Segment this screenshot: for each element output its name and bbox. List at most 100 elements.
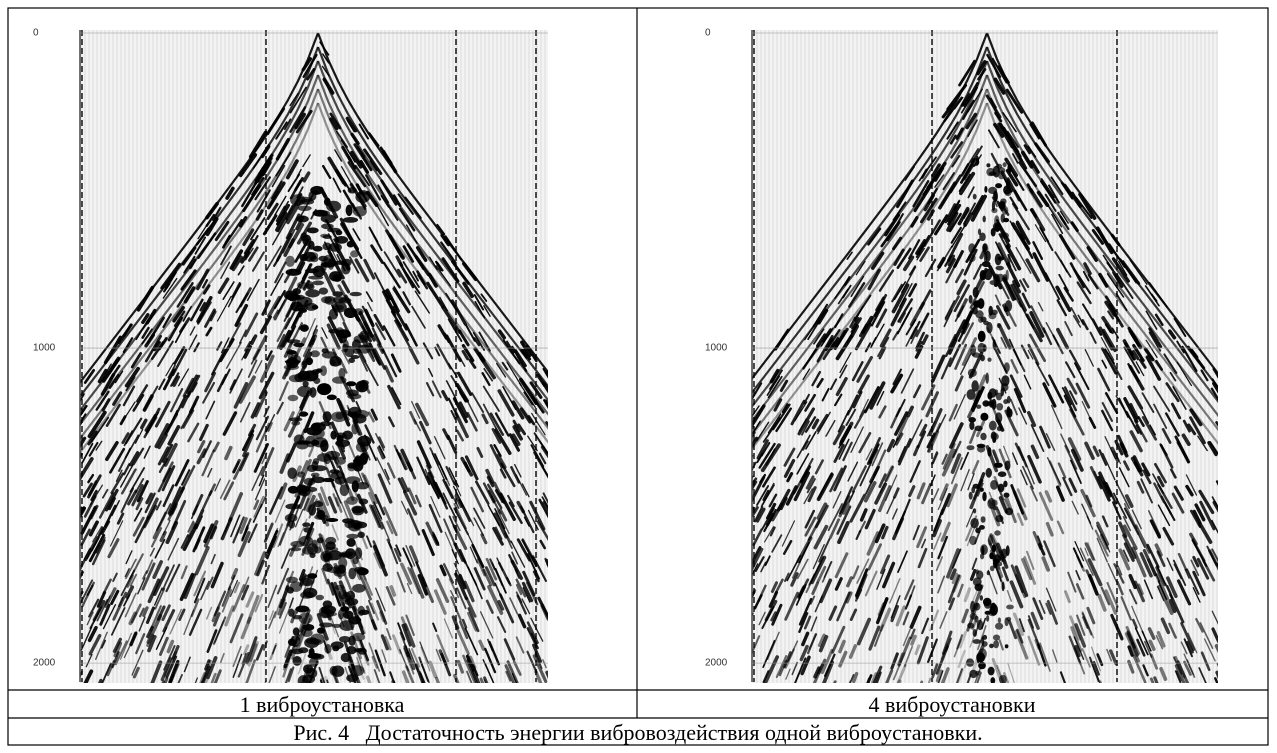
noise-blob (1004, 362, 1010, 372)
noise-blob (330, 666, 338, 676)
noise-blob (311, 473, 320, 477)
noise-blob (310, 186, 324, 195)
noise-blob (286, 357, 299, 368)
noise-blob (1003, 162, 1007, 167)
noise-blob (297, 282, 307, 289)
noise-blob (288, 639, 296, 646)
noise-blob (329, 271, 342, 281)
noise-blob (332, 291, 343, 297)
noise-blob (303, 527, 311, 533)
noise-blob (311, 423, 321, 431)
noise-blob (298, 206, 312, 211)
noise-blob (339, 620, 354, 631)
noise-blob (346, 381, 356, 386)
y-tick-label: 2000 (33, 658, 56, 669)
noise-blob (284, 290, 299, 299)
noise-blob (288, 609, 294, 617)
noise-blob (288, 486, 299, 494)
noise-blob (1002, 582, 1005, 592)
noise-blob (967, 445, 975, 450)
noise-blob (987, 571, 990, 576)
noise-blob (293, 656, 302, 666)
noise-blob (1006, 545, 1010, 556)
noise-blob (1006, 406, 1010, 417)
noise-blob (298, 197, 313, 203)
noise-blob (335, 236, 348, 244)
noise-blob (980, 413, 988, 421)
noise-blob (358, 532, 365, 538)
noise-blob (980, 595, 983, 601)
noise-blob (975, 584, 983, 592)
noise-blob (346, 476, 361, 484)
noise-blob (287, 468, 297, 479)
noise-blob (981, 516, 986, 523)
noise-blob (1003, 218, 1009, 222)
noise-blob (976, 569, 979, 574)
noise-blob (348, 187, 357, 193)
noise-blob (997, 426, 1002, 431)
noise-blob (319, 288, 328, 295)
noise-blob (348, 636, 355, 646)
noise-blob (980, 317, 986, 323)
noise-blob (1007, 164, 1011, 174)
noise-blob (346, 534, 358, 539)
noise-blob (1000, 198, 1006, 204)
noise-blob (321, 296, 332, 303)
noise-blob (976, 405, 981, 409)
noise-blob (968, 243, 975, 253)
noise-blob (359, 499, 369, 505)
noise-blob (285, 504, 300, 510)
noise-blob (360, 454, 369, 458)
noise-blob (973, 629, 977, 637)
noise-blob (979, 233, 986, 242)
noise-blob (979, 525, 985, 530)
noise-blob (299, 411, 308, 416)
noise-blob (347, 538, 356, 547)
noise-blob (988, 187, 997, 194)
noise-blob (995, 623, 1003, 630)
noise-blob (323, 255, 332, 267)
noise-blob (988, 667, 995, 676)
noise-blob (986, 615, 989, 622)
noise-blob (1001, 375, 1009, 386)
noise-blob (312, 305, 319, 310)
noise-blob (325, 537, 336, 545)
noise-blob (357, 436, 371, 447)
noise-blob (352, 557, 358, 564)
noise-blob (354, 335, 370, 343)
noise-blob (303, 588, 317, 598)
noise-blob (304, 637, 319, 648)
noise-blob (988, 535, 993, 546)
noise-blob (340, 484, 349, 496)
panel-caption: 4 виброустановки (868, 692, 1035, 717)
noise-blob (986, 322, 992, 333)
noise-blob (980, 488, 984, 492)
noise-blob (986, 163, 990, 167)
noise-blob (288, 395, 299, 401)
noise-blob (301, 629, 312, 637)
noise-blob (990, 480, 998, 490)
noise-blob (986, 168, 994, 176)
noise-blob (346, 674, 358, 682)
noise-blob (990, 566, 995, 572)
noise-blob (324, 198, 331, 206)
noise-blob (993, 635, 1000, 641)
y-tick-label: 2000 (705, 658, 728, 669)
noise-blob (984, 252, 988, 263)
noise-blob (976, 156, 979, 166)
noise-blob (1001, 232, 1009, 239)
noise-blob (322, 351, 337, 358)
noise-blob (314, 546, 321, 553)
noise-blob (296, 606, 310, 613)
noise-blob (323, 411, 332, 422)
noise-blob (977, 444, 986, 448)
y-tick-label: 1000 (33, 343, 56, 354)
noise-blob (320, 421, 331, 426)
noise-blob (304, 478, 316, 486)
noise-blob (302, 235, 311, 246)
noise-blob (994, 559, 999, 563)
noise-blob (346, 496, 358, 505)
noise-blob (355, 381, 368, 393)
noise-blob (995, 412, 1002, 423)
